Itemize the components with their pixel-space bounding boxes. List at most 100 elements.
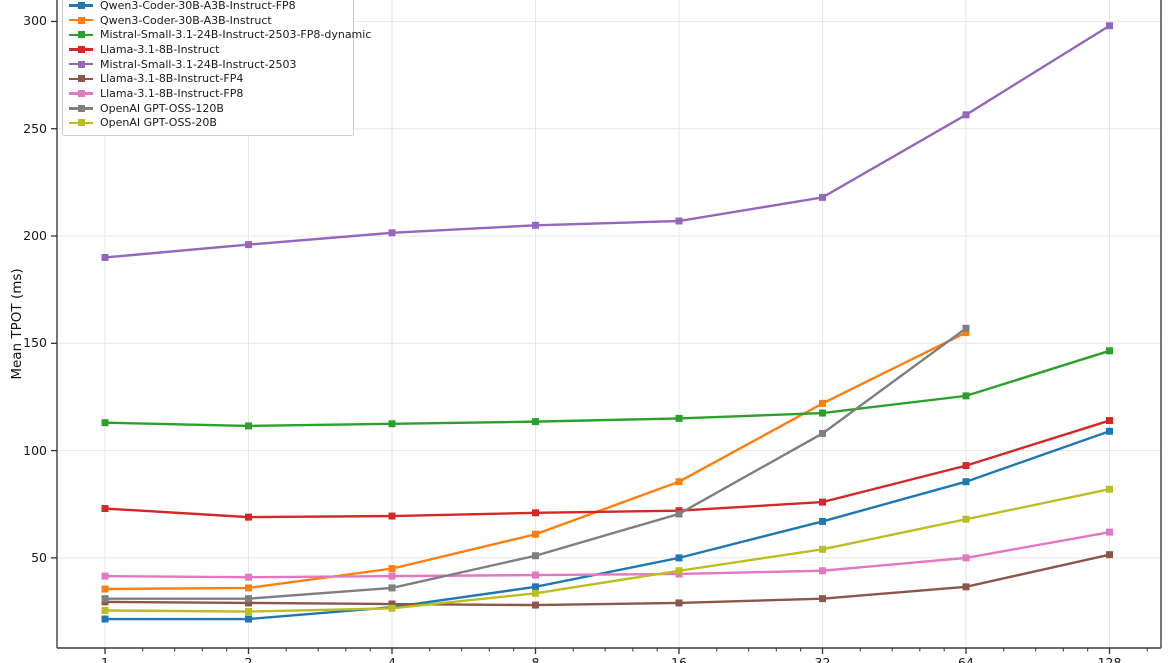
series-marker [388, 600, 396, 608]
legend-item: Llama-3.1-8B-Instruct-FP4 [69, 71, 345, 86]
legend-line-marker-icon [69, 60, 93, 68]
series-marker [819, 567, 826, 575]
series-line [104, 553, 1110, 607]
series-marker [388, 565, 396, 573]
series-marker [101, 572, 109, 580]
series-marker [101, 253, 109, 261]
x-tick-label: 2 [244, 655, 253, 663]
legend-marker [77, 31, 85, 39]
legend-item: OpenAI GPT-OSS-20B [69, 116, 345, 131]
series-marker [962, 329, 970, 337]
series-marker [532, 509, 539, 517]
series-marker [532, 530, 539, 538]
legend-label: Mistral-Small-3.1-24B-Instruct-2503-FP8-… [100, 28, 372, 42]
legend-marker [77, 89, 85, 97]
series-marker [388, 229, 396, 237]
legend-marker [77, 1, 85, 9]
series-marker [819, 399, 826, 407]
series-marker [819, 409, 826, 417]
series-line [104, 24, 1111, 259]
series-marker [532, 418, 539, 426]
series-marker [101, 419, 109, 427]
x-tick-label: 4 [388, 655, 396, 663]
legend-label: Llama-3.1-8B-Instruct-FP8 [100, 86, 244, 100]
y-tick-label: 150 [23, 335, 47, 351]
y-tick-label: 300 [23, 13, 47, 29]
series-marker [101, 615, 109, 623]
series-marker [962, 324, 970, 332]
series-marker [101, 595, 109, 603]
legend-marker [77, 45, 85, 53]
series-marker [962, 583, 970, 591]
series-marker [675, 510, 683, 518]
legend-line-marker-icon [69, 45, 93, 53]
series-marker [532, 571, 539, 579]
legend-label: Qwen3-Coder-30B-A3B-Instruct-FP8 [100, 0, 296, 12]
series-marker [245, 595, 252, 603]
series-marker [532, 601, 539, 609]
series-marker [819, 429, 826, 437]
legend-marker [77, 60, 85, 68]
series-marker [962, 462, 970, 470]
legend-line-marker-icon [69, 31, 93, 39]
legend-label: OpenAI GPT-OSS-120B [100, 101, 224, 115]
series-marker [1106, 528, 1113, 536]
legend-label: OpenAI GPT-OSS-20B [100, 116, 217, 130]
x-tick-label: 16 [671, 655, 687, 663]
legend-item: Mistral-Small-3.1-24B-Instruct-2503 [69, 57, 345, 72]
series-marker [1106, 485, 1113, 493]
series-marker [675, 414, 683, 422]
legend-item: Mistral-Small-3.1-24B-Instruct-2503-FP8-… [69, 27, 371, 42]
series-marker [962, 554, 970, 562]
legend-label: Llama-3.1-8B-Instruct [100, 42, 220, 56]
series-marker [245, 584, 252, 592]
x-tick-label: 1 [101, 655, 109, 663]
series-marker [1106, 347, 1113, 355]
series-marker [532, 583, 539, 591]
x-tick-label: 64 [958, 655, 974, 663]
x-tick-label: 32 [814, 655, 831, 663]
series-marker [388, 584, 396, 592]
y-tick-label: 250 [23, 120, 47, 136]
series-marker [675, 217, 683, 225]
legend-item: Qwen3-Coder-30B-A3B-Instruct [69, 13, 345, 28]
series-marker [962, 111, 970, 119]
series-marker [962, 515, 970, 523]
series-marker [245, 422, 252, 430]
series-marker [101, 606, 109, 614]
series-marker [962, 478, 970, 486]
legend-line-marker-icon [69, 89, 93, 97]
series-line [104, 530, 1110, 579]
y-tick-label: 100 [23, 442, 47, 458]
series-marker [1106, 417, 1113, 425]
legend-line-marker-icon [69, 75, 93, 83]
series-marker [962, 392, 970, 400]
series-marker [245, 608, 252, 616]
series-marker [819, 193, 826, 201]
series-marker [245, 513, 252, 521]
series-marker [675, 554, 683, 562]
series-marker [1106, 427, 1113, 435]
x-tick-label: 128 [1097, 655, 1122, 663]
legend-line-marker-icon [69, 104, 93, 112]
series-marker [819, 517, 826, 525]
series-marker [245, 615, 252, 623]
series-marker [245, 241, 252, 249]
legend: Qwen3-Coder-30B-A3B-Instruct-FP8 Qwen3-Co… [62, 0, 371, 137]
series-marker [388, 420, 396, 428]
series-marker [101, 585, 109, 593]
legend-line-marker-icon [69, 119, 93, 127]
series-marker [245, 599, 252, 607]
legend-marker [77, 119, 85, 127]
legend-marker [77, 16, 85, 24]
series-marker [819, 545, 826, 553]
series-line [104, 349, 1110, 428]
series-marker [532, 221, 539, 229]
legend-label: Mistral-Small-3.1-24B-Instruct-2503 [100, 57, 297, 71]
series-marker [675, 567, 683, 575]
legend-label: Qwen3-Coder-30B-A3B-Instruct [100, 13, 272, 27]
series-marker [819, 595, 826, 603]
series-marker [675, 478, 683, 486]
series-marker [1106, 551, 1113, 559]
